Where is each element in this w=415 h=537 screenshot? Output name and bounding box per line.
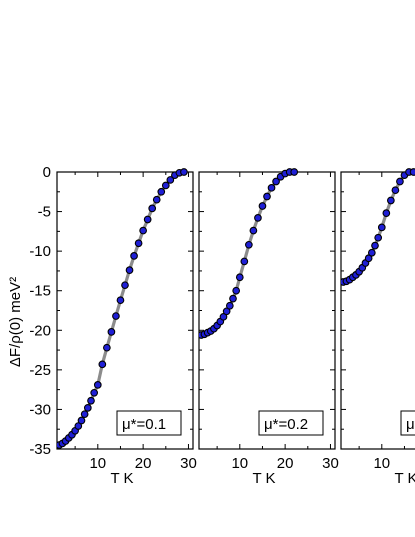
data-point	[235, 273, 244, 282]
data-point	[240, 257, 249, 266]
data-point	[93, 381, 102, 389]
data-point	[98, 360, 107, 369]
data-point	[258, 202, 267, 210]
data-point	[77, 416, 86, 425]
panels: 0 -5 -10 -15 -20 -25 -30 -35 10 20 30 T K μ*=0.1 10 20…	[29, 164, 415, 487]
data-point	[272, 177, 280, 186]
plot-frame	[198, 171, 336, 450]
legend-label: μ*	[406, 416, 415, 433]
data-point	[157, 187, 166, 196]
legend-box	[400, 410, 415, 436]
data-point	[90, 388, 99, 397]
data-point	[225, 301, 234, 310]
data-point	[112, 312, 120, 320]
data-point	[254, 214, 262, 222]
data-point	[152, 195, 161, 204]
y-tick-label: -20	[29, 322, 51, 339]
data-point	[267, 183, 276, 192]
y-axis-title: ΔF/ρ(0) meV²	[7, 277, 24, 367]
data-point	[125, 266, 134, 274]
plot-frame	[340, 171, 415, 450]
data-point	[107, 328, 116, 336]
legend-label: μ*=0.1	[122, 416, 166, 433]
data-point	[249, 226, 258, 235]
x-axis-title: T K	[110, 470, 133, 487]
data-point	[130, 252, 138, 260]
x-tick-label: 10	[231, 455, 248, 472]
legend-box	[116, 410, 182, 436]
data-point	[83, 403, 92, 412]
data-point	[74, 422, 83, 430]
data-point	[121, 281, 129, 290]
y-tick-label: -25	[29, 362, 51, 379]
data-point	[166, 176, 175, 184]
data-point	[367, 248, 376, 257]
data-point	[409, 168, 415, 176]
data-point	[180, 168, 188, 176]
y-tick-label: 0	[43, 164, 51, 181]
data-point	[391, 186, 400, 195]
data-point	[371, 241, 379, 250]
data-point	[219, 312, 228, 321]
data-point	[222, 307, 231, 316]
data-point	[364, 254, 373, 263]
data-point	[116, 296, 125, 305]
y-tick-label: -35	[29, 441, 51, 458]
data-point	[263, 192, 271, 201]
data-point	[290, 168, 299, 176]
y-tick-label: -30	[29, 401, 51, 418]
x-tick-label: 30	[180, 455, 197, 472]
legend-label: μ*=0.2	[264, 416, 308, 433]
data-point	[382, 209, 391, 218]
data-point	[229, 294, 237, 303]
legend-box	[258, 410, 324, 436]
data-point	[143, 215, 152, 224]
y-tick-label: -5	[38, 204, 51, 221]
data-point	[134, 239, 143, 248]
data-point	[245, 240, 253, 249]
x-tick-label: 10	[89, 455, 106, 472]
fit-line	[200, 170, 295, 337]
x-axis-title: T K	[252, 470, 275, 487]
data-point	[80, 410, 89, 419]
data-point	[148, 204, 157, 213]
x-tick-label: 20	[277, 455, 294, 472]
data-point	[374, 233, 383, 242]
panel-1: 0 -5 -10 -15 -20 -25 -30 -35 10 20 30 T K μ*=0.1	[29, 164, 196, 487]
data-point	[396, 177, 404, 186]
panel-2: 10 20 30 T K μ*=0.2	[198, 168, 339, 487]
data-point	[161, 181, 170, 190]
x-tick-label: 20	[135, 455, 152, 472]
data-point	[232, 286, 241, 295]
plot-frame	[56, 171, 194, 450]
y-tick-label: -15	[29, 283, 51, 300]
y-tick-label: -10	[29, 243, 51, 260]
panel-3: 10T K μ*	[340, 168, 415, 487]
data-point	[103, 343, 111, 352]
x-axis-title: T K	[394, 470, 415, 487]
fit-line	[58, 170, 185, 447]
data-point	[139, 226, 147, 235]
data-point	[387, 196, 395, 205]
x-tick-label: 10	[373, 455, 390, 472]
x-tick-label: 30	[322, 455, 339, 472]
data-point	[377, 223, 386, 232]
data-point	[87, 396, 95, 405]
